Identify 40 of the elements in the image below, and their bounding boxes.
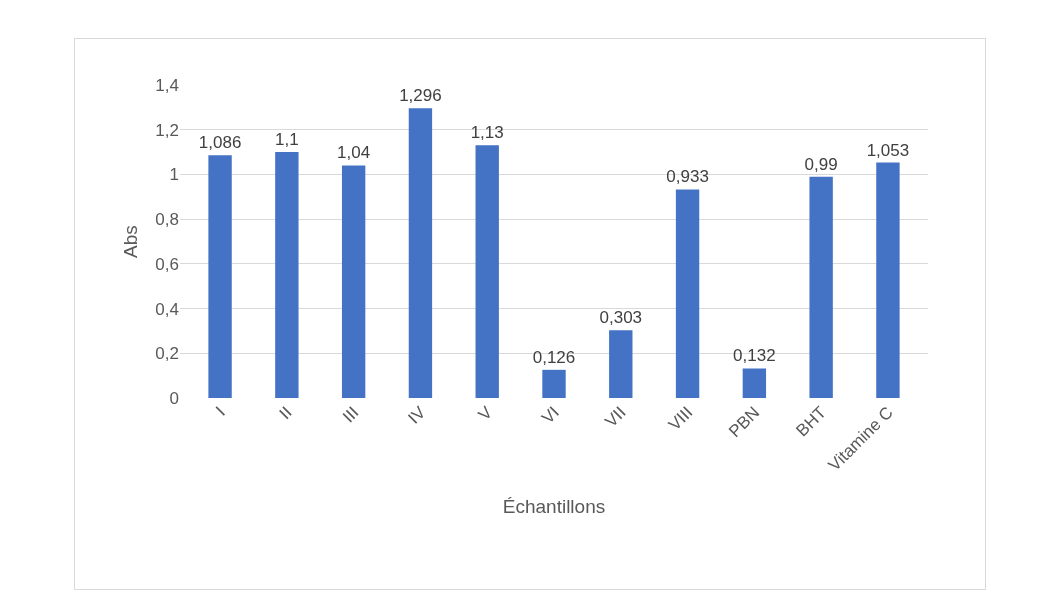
y-tick-label: 0,4 — [155, 299, 179, 319]
x-tick-label: VIII — [664, 402, 697, 435]
data-label: 1,053 — [866, 140, 910, 160]
y-axis-title: Abs — [120, 225, 142, 258]
bar — [475, 145, 499, 398]
x-tick-label: II — [275, 402, 296, 424]
bar — [675, 189, 700, 398]
x-tick-label: I — [212, 402, 229, 420]
bar — [408, 108, 433, 398]
y-tick-label: 0 — [169, 388, 179, 408]
bar — [542, 369, 566, 398]
data-label: 1,04 — [337, 143, 371, 163]
bar — [208, 155, 232, 398]
y-tick-label: 0,8 — [155, 210, 179, 230]
bar — [742, 368, 767, 398]
bar — [876, 162, 900, 398]
data-label: 0,303 — [599, 308, 643, 328]
bar — [341, 165, 366, 398]
bar — [275, 152, 299, 398]
x-tick-label: VII — [601, 402, 630, 432]
data-label: 1,13 — [470, 123, 504, 143]
data-label: 1,1 — [275, 130, 299, 150]
bar — [609, 330, 633, 398]
data-label: 0,933 — [666, 167, 709, 187]
data-label: 0,99 — [804, 154, 838, 174]
y-tick-label: 1,4 — [155, 75, 179, 95]
x-tick-label: VI — [538, 402, 563, 428]
x-axis-title: Échantillons — [502, 495, 606, 517]
data-label: 0,126 — [532, 347, 576, 367]
y-tick-label: 0,2 — [155, 344, 179, 364]
x-tick-label: V — [474, 402, 497, 425]
y-tick-label: 1,2 — [155, 120, 179, 140]
data-label: 0,132 — [733, 346, 776, 366]
data-label: 1,086 — [198, 133, 242, 153]
bar — [809, 176, 833, 398]
x-tick-label: III — [339, 402, 363, 427]
data-label: 1,296 — [399, 86, 442, 106]
y-tick-label: 0,6 — [155, 254, 179, 274]
x-tick-label: IV — [404, 402, 430, 428]
y-tick-label: 1 — [169, 165, 179, 185]
